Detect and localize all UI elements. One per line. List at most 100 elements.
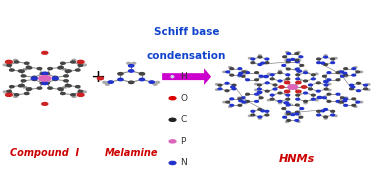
Circle shape xyxy=(265,90,269,92)
Circle shape xyxy=(261,62,265,64)
Circle shape xyxy=(255,79,259,81)
Circle shape xyxy=(273,84,277,86)
Circle shape xyxy=(258,64,262,65)
Circle shape xyxy=(297,121,300,122)
Circle shape xyxy=(53,78,57,81)
Circle shape xyxy=(230,68,234,70)
Circle shape xyxy=(64,80,68,82)
Circle shape xyxy=(246,72,249,73)
Circle shape xyxy=(231,86,234,88)
Circle shape xyxy=(257,91,262,93)
Circle shape xyxy=(25,62,29,64)
Circle shape xyxy=(226,71,229,73)
Circle shape xyxy=(364,88,367,90)
Circle shape xyxy=(304,102,307,104)
Circle shape xyxy=(40,73,45,75)
Circle shape xyxy=(321,110,325,112)
Circle shape xyxy=(71,61,75,63)
Circle shape xyxy=(255,72,259,73)
Circle shape xyxy=(139,78,144,81)
Circle shape xyxy=(352,74,356,76)
Circle shape xyxy=(282,65,286,66)
Circle shape xyxy=(242,71,246,73)
Circle shape xyxy=(295,59,299,61)
Circle shape xyxy=(351,86,355,88)
Circle shape xyxy=(238,74,242,76)
Text: N: N xyxy=(180,159,187,167)
Circle shape xyxy=(273,88,277,90)
Circle shape xyxy=(19,70,23,72)
Circle shape xyxy=(327,101,331,102)
Circle shape xyxy=(297,60,301,61)
Circle shape xyxy=(67,70,71,72)
Circle shape xyxy=(300,108,304,109)
Circle shape xyxy=(317,58,321,60)
Circle shape xyxy=(238,98,242,100)
Text: P: P xyxy=(180,137,186,146)
Circle shape xyxy=(336,93,340,95)
Circle shape xyxy=(241,97,245,99)
Circle shape xyxy=(149,81,154,83)
Circle shape xyxy=(59,88,63,90)
Circle shape xyxy=(336,72,340,73)
Circle shape xyxy=(299,56,303,58)
Circle shape xyxy=(270,98,274,100)
Circle shape xyxy=(48,68,52,70)
Circle shape xyxy=(304,100,307,102)
Circle shape xyxy=(238,68,242,70)
Circle shape xyxy=(76,86,80,88)
Circle shape xyxy=(311,74,315,76)
Circle shape xyxy=(316,82,320,84)
Circle shape xyxy=(105,84,109,85)
Circle shape xyxy=(287,59,291,61)
Circle shape xyxy=(315,99,318,101)
Circle shape xyxy=(72,96,76,97)
Circle shape xyxy=(331,62,335,64)
Circle shape xyxy=(257,88,261,90)
Circle shape xyxy=(367,84,370,85)
Circle shape xyxy=(72,59,76,61)
Circle shape xyxy=(354,67,357,68)
Circle shape xyxy=(53,76,57,78)
Text: C: C xyxy=(180,115,186,124)
Circle shape xyxy=(287,68,290,70)
Circle shape xyxy=(103,81,107,83)
Circle shape xyxy=(282,108,286,109)
Circle shape xyxy=(331,58,335,60)
Circle shape xyxy=(336,79,340,81)
Circle shape xyxy=(295,68,299,70)
Circle shape xyxy=(311,78,315,80)
Circle shape xyxy=(238,104,242,106)
Circle shape xyxy=(267,73,270,75)
Circle shape xyxy=(223,101,226,103)
Circle shape xyxy=(42,82,48,85)
Circle shape xyxy=(324,88,328,90)
Circle shape xyxy=(261,110,265,112)
Circle shape xyxy=(322,97,326,99)
Circle shape xyxy=(77,60,84,64)
Circle shape xyxy=(251,114,255,116)
Circle shape xyxy=(317,110,321,112)
Circle shape xyxy=(356,82,360,84)
Circle shape xyxy=(259,55,262,56)
Circle shape xyxy=(232,88,236,90)
Circle shape xyxy=(42,52,48,54)
Circle shape xyxy=(42,72,48,75)
Circle shape xyxy=(65,70,70,72)
Circle shape xyxy=(232,84,236,86)
Circle shape xyxy=(270,78,274,80)
Circle shape xyxy=(317,96,322,98)
Circle shape xyxy=(291,58,294,60)
Circle shape xyxy=(279,70,282,72)
Circle shape xyxy=(284,102,289,104)
Circle shape xyxy=(25,92,29,94)
Circle shape xyxy=(255,83,258,85)
Circle shape xyxy=(352,98,356,100)
Circle shape xyxy=(60,92,65,94)
Circle shape xyxy=(82,64,86,66)
Circle shape xyxy=(230,74,234,76)
Circle shape xyxy=(239,72,243,74)
Circle shape xyxy=(291,114,294,116)
Circle shape xyxy=(258,109,262,110)
Circle shape xyxy=(278,72,282,74)
